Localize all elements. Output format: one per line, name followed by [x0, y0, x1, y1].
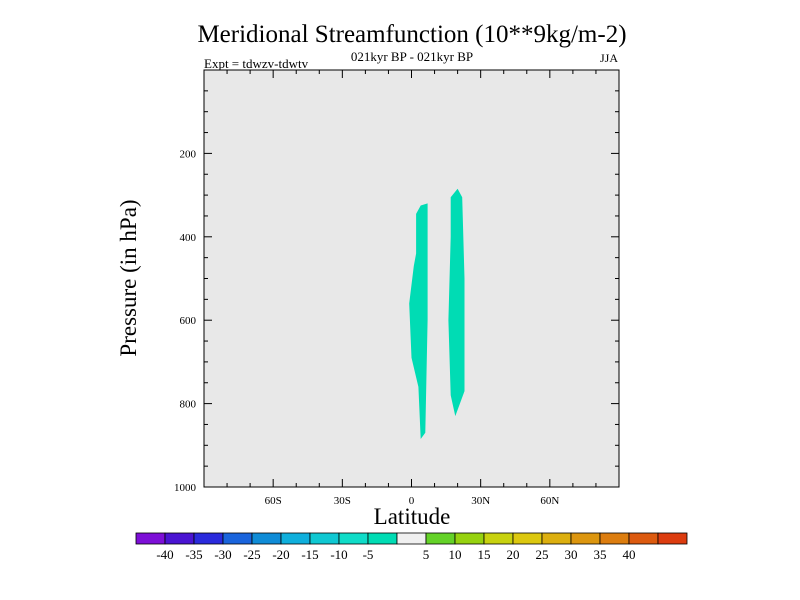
y-tick-label: 600 — [180, 315, 197, 327]
shaded-region-2 — [448, 188, 465, 417]
colorbar-label: -40 — [156, 547, 173, 562]
colorbar-label: -30 — [214, 547, 231, 562]
x-tick-label: 30N — [471, 495, 490, 507]
season-label: JJA — [600, 51, 618, 65]
colorbar-swatch — [483, 532, 514, 545]
colorbar: -40 -35 -30 -25 -20 -15 -10 -5 5 10 15 20 25 30 35 40 — [135, 532, 688, 562]
y-tick-label: 200 — [180, 148, 197, 160]
colorbar-label: 40 — [623, 547, 636, 562]
colorbar-label: -10 — [330, 547, 347, 562]
y-axis-label: Pressure (in hPa) — [116, 199, 141, 356]
colorbar-label: 25 — [536, 547, 549, 562]
colorbar-swatch — [425, 532, 456, 545]
experiment-label: Expt = tdwzv-tdwtv — [204, 56, 309, 71]
colorbar-label: -25 — [243, 547, 260, 562]
colorbar-swatch — [396, 532, 427, 545]
colorbar-swatch — [512, 532, 543, 545]
colorbar-label: -5 — [363, 547, 374, 562]
x-tick-label: 60S — [265, 495, 282, 507]
y-tick-label: 400 — [180, 232, 197, 244]
colorbar-swatch — [193, 532, 224, 545]
x-tick-label: 60N — [540, 495, 559, 507]
colorbar-swatch — [222, 532, 253, 545]
colorbar-swatch — [164, 532, 195, 545]
colorbar-label: -15 — [301, 547, 318, 562]
colorbar-label: 15 — [478, 547, 491, 562]
colorbar-label: -35 — [185, 547, 202, 562]
colorbar-swatch — [657, 532, 688, 545]
colorbar-swatch — [309, 532, 340, 545]
x-tick-label: 0 — [409, 495, 415, 507]
chart-title: Meridional Streamfunction (10**9kg/m-2) — [197, 21, 626, 48]
colorbar-swatch — [599, 532, 630, 545]
colorbar-swatch — [541, 532, 572, 545]
shaded-regions — [409, 188, 465, 439]
y-tick-label: 800 — [180, 399, 197, 411]
colorbar-swatch — [628, 532, 659, 545]
colorbar-swatch — [367, 532, 398, 545]
plot-area — [204, 70, 619, 487]
colorbar-label: 35 — [594, 547, 607, 562]
colorbar-label: 10 — [449, 547, 462, 562]
colorbar-swatch — [280, 532, 311, 545]
colorbar-label: 30 — [565, 547, 578, 562]
colorbar-swatch — [338, 532, 369, 545]
colorbar-swatch — [570, 532, 601, 545]
chart-subtitle: 021kyr BP - 021kyr BP — [351, 49, 473, 64]
colorbar-swatch — [454, 532, 485, 545]
x-axis-label: Latitude — [374, 504, 451, 529]
colorbar-swatch — [251, 532, 282, 545]
colorbar-swatch — [135, 532, 166, 545]
y-tick-label: 1000 — [174, 482, 197, 494]
axis-ticks: 60S 30S 0 30N 60N 200 400 600 800 1000 — [174, 70, 619, 507]
shaded-region-1 — [409, 203, 428, 439]
colorbar-label: 5 — [423, 547, 430, 562]
colorbar-label: -20 — [272, 547, 289, 562]
x-tick-label: 30S — [334, 495, 351, 507]
colorbar-label: 20 — [507, 547, 520, 562]
